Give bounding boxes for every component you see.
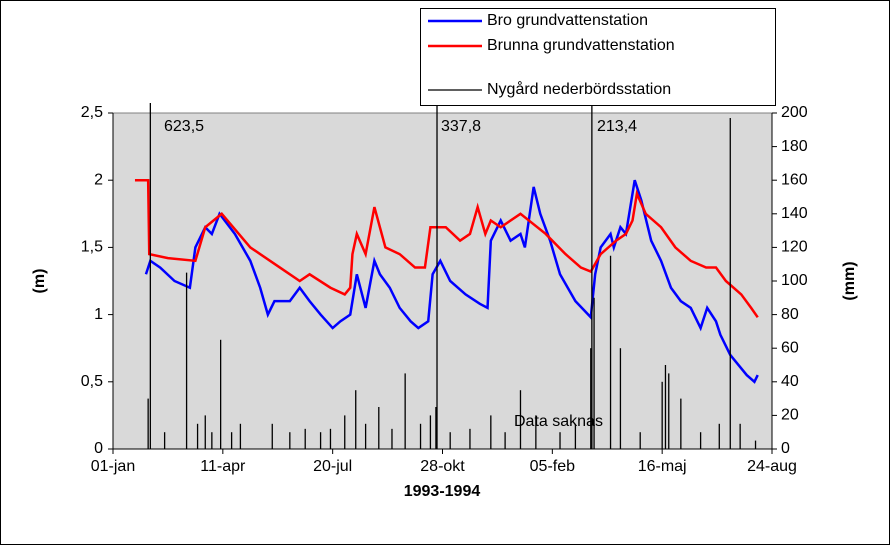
x-tick-label: 11-apr (200, 458, 246, 475)
y2-tick-label: 180 (781, 138, 808, 155)
x-tick-label: 24-aug (747, 458, 797, 475)
x-tick-label: 01-jan (91, 458, 135, 475)
x-tick-label: 20-jul (313, 458, 352, 475)
y-tick-label: 1,5 (81, 239, 103, 256)
y2-tick-label: 20 (781, 407, 799, 424)
y2-tick-label: 40 (781, 373, 799, 390)
legend-box (420, 8, 776, 106)
y2-tick-label: 60 (781, 339, 799, 356)
y-tick-label: 0,5 (81, 373, 103, 390)
y-tick-label: 2,5 (81, 104, 103, 121)
annotation: 213,4 (597, 118, 637, 135)
series-line (144, 179, 759, 384)
plot-marks (134, 103, 759, 449)
series-line (134, 178, 759, 319)
y-axis-label: (m) (31, 269, 48, 294)
y2-tick-label: 160 (781, 171, 808, 188)
y2-axis-label: (mm) (841, 261, 858, 300)
legend-label: Bro grundvattenstation (487, 12, 648, 29)
x-axis-label: 1993-1994 (404, 483, 481, 500)
x-tick-label: 16-maj (638, 458, 687, 475)
annotation: 623,5 (164, 118, 204, 135)
y-tick-label: 1 (94, 306, 103, 323)
annotation: 337,8 (441, 118, 481, 135)
y2-tick-label: 80 (781, 306, 799, 323)
y2-tick-label: 100 (781, 272, 808, 289)
legend-label: Nygård nederbördsstation (487, 80, 671, 98)
legend-label: Brunna grundvattenstation (487, 37, 675, 54)
y2-tick-label: 200 (781, 104, 808, 121)
y2-tick-label: 0 (781, 440, 790, 457)
annotation: Data saknas (514, 413, 603, 430)
plot-area (112, 112, 773, 450)
y2-tick-label: 120 (781, 239, 808, 256)
x-tick-label: 28-okt (420, 458, 465, 475)
y-tick-label: 0 (94, 440, 103, 457)
y-tick-label: 2 (94, 171, 103, 188)
x-tick-label: 05-feb (530, 458, 575, 475)
y2-tick-label: 140 (781, 205, 808, 222)
